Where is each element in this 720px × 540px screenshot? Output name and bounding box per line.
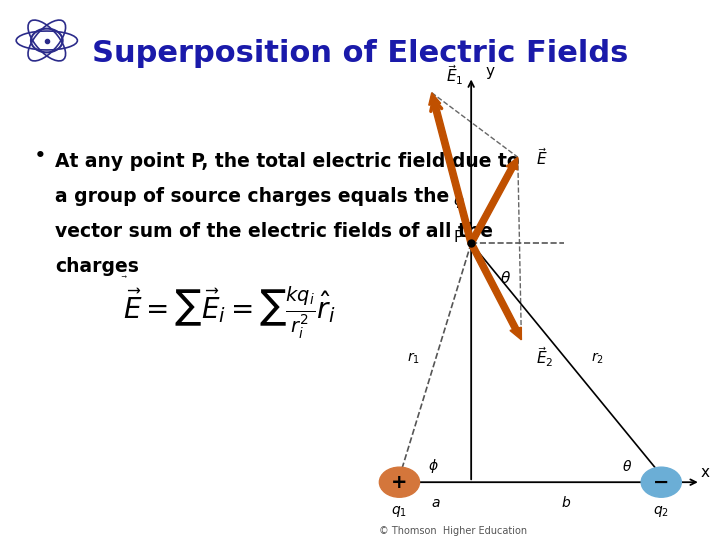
Text: $\vec{E}_2$: $\vec{E}_2$ [536, 345, 553, 369]
Text: $r_1$: $r_1$ [407, 351, 420, 366]
Text: −: − [653, 472, 670, 492]
Text: $\vec{}$: $\vec{}$ [121, 270, 128, 280]
Text: $\vec{E}_1$: $\vec{E}_1$ [446, 64, 464, 87]
Text: x: x [701, 464, 710, 480]
FancyArrow shape [468, 157, 518, 244]
Text: $q_2$: $q_2$ [653, 504, 670, 519]
Text: $\theta$: $\theta$ [622, 458, 632, 474]
Text: P: P [453, 230, 462, 245]
Text: $\phi$: $\phi$ [428, 457, 438, 475]
Circle shape [379, 467, 420, 497]
Text: $q_1$: $q_1$ [392, 504, 408, 519]
Text: © Thomson  Higher Education: © Thomson Higher Education [379, 526, 527, 536]
Text: At any point P, the total electric field due to: At any point P, the total electric field… [55, 152, 520, 171]
Text: $r_2$: $r_2$ [591, 351, 604, 366]
Text: +: + [391, 472, 408, 492]
Text: a: a [431, 496, 439, 510]
FancyArrow shape [429, 93, 474, 244]
Text: •: • [34, 146, 46, 166]
Text: vector sum of the electric fields of all the: vector sum of the electric fields of all… [55, 221, 493, 241]
Text: y: y [485, 64, 495, 79]
Text: $\vec{E} = \sum \vec{E}_i = \sum \frac{kq_i}{r_i^2}\hat{r}_i$: $\vec{E} = \sum \vec{E}_i = \sum \frac{k… [123, 285, 336, 341]
Text: charges: charges [55, 256, 139, 275]
Text: $\phi$: $\phi$ [453, 191, 465, 210]
Text: b: b [562, 496, 570, 510]
Text: Superposition of Electric Fields: Superposition of Electric Fields [92, 39, 628, 68]
Text: a group of source charges equals the: a group of source charges equals the [55, 187, 449, 206]
Circle shape [641, 467, 681, 497]
FancyArrow shape [468, 242, 521, 340]
Text: $\vec{E}$: $\vec{E}$ [536, 147, 547, 167]
Text: $\theta$: $\theta$ [500, 270, 511, 286]
